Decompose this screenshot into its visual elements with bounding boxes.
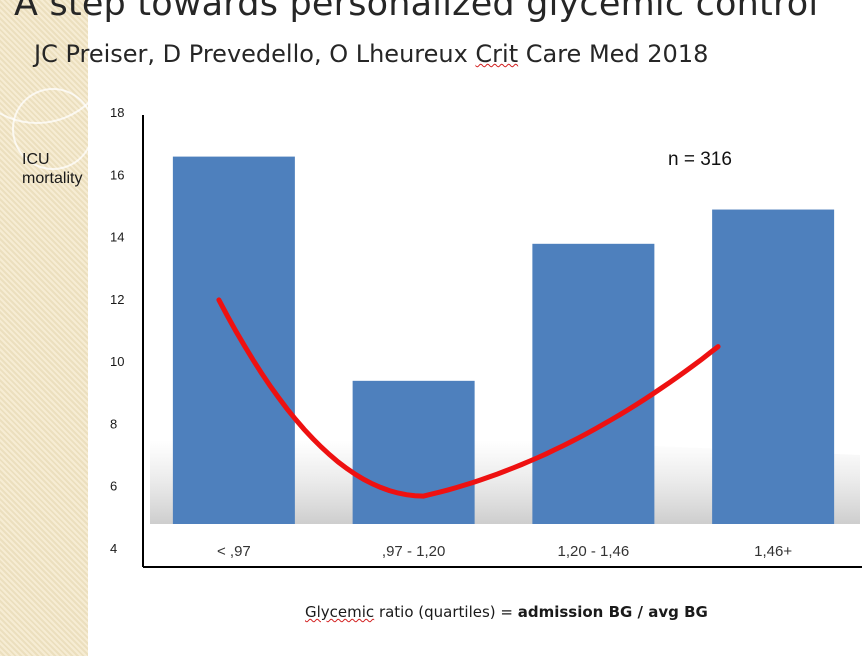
slide-subtitle: JC Preiser, D Prevedello, O Lheureux Cri…: [34, 40, 708, 68]
y-axis-label-text: ICU mortality: [22, 151, 83, 187]
bar: [172, 156, 295, 524]
x-axis-label-rest: ratio (quartiles) =: [374, 603, 518, 621]
x-category-label: < ,97: [217, 543, 251, 560]
y-tick-label: 12: [110, 292, 124, 307]
bar: [532, 243, 655, 525]
y-tick-label: 18: [110, 105, 124, 120]
x-category-label: 1,20 - 1,46: [558, 543, 630, 560]
subtitle-journal-abbrev: Crit: [475, 40, 519, 68]
trend-curve: [216, 297, 721, 499]
x-axis-label-formula: admission BG / avg BG: [517, 603, 708, 621]
x-category-label: 1,46+: [754, 543, 792, 560]
bar: [352, 380, 475, 524]
decorative-circle-small: [12, 88, 94, 170]
subtitle-journal-rest: Care Med 2018: [518, 40, 709, 68]
y-tick-label: 8: [110, 416, 117, 431]
chart-backdrop-shadow: [150, 440, 860, 524]
y-tick-label: 6: [110, 479, 117, 494]
y-tick-label: 16: [110, 167, 124, 182]
x-category-label: ,97 - 1,20: [382, 543, 445, 560]
sample-size-annotation: n = 316: [668, 149, 732, 170]
y-tick-label: 4: [110, 541, 117, 556]
y-tick-label: 10: [110, 354, 124, 369]
bar: [712, 209, 835, 525]
x-axis-label-glycemic: Glycemic: [305, 603, 375, 621]
slide-title: A step towards personalized glycemic con…: [14, 0, 819, 24]
y-tick-label: 14: [110, 230, 124, 245]
y-axis-label: ICU mortality: [22, 150, 106, 188]
x-axis-label: Glycemic ratio (quartiles) = admission B…: [305, 603, 708, 621]
subtitle-authors: JC Preiser, D Prevedello, O Lheureux: [34, 40, 476, 68]
